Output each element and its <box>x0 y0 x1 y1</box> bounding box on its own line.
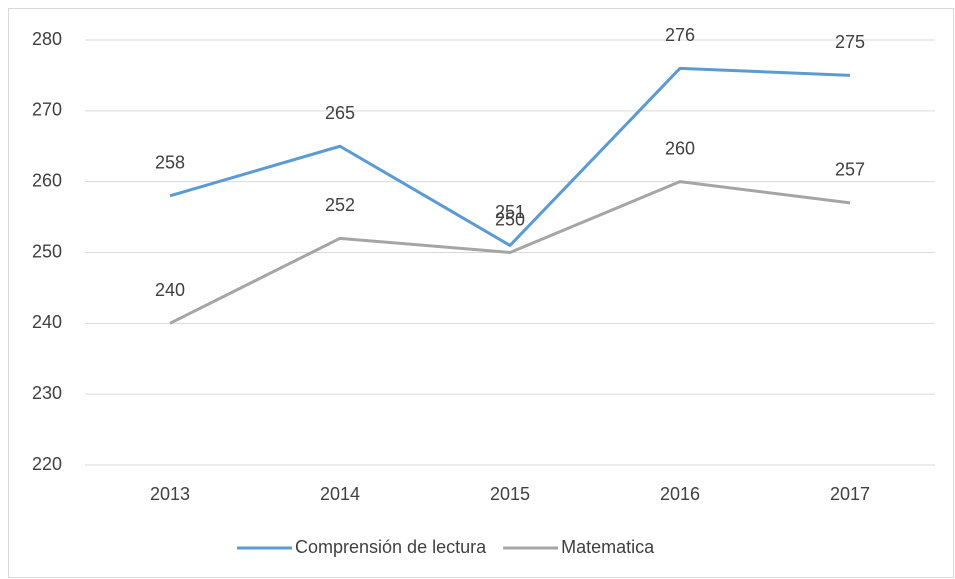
legend-label: Comprensión de lectura <box>295 537 487 557</box>
data-label: 250 <box>495 209 525 229</box>
legend-label: Matematica <box>561 537 655 557</box>
y-tick-label: 220 <box>32 454 62 474</box>
chart-border <box>8 8 954 578</box>
data-label: 265 <box>325 103 355 123</box>
data-label: 240 <box>155 280 185 300</box>
x-tick-label: 2016 <box>660 484 700 504</box>
y-tick-label: 260 <box>32 170 62 190</box>
y-tick-label: 250 <box>32 241 62 261</box>
data-label: 251 <box>495 202 525 222</box>
y-tick-label: 280 <box>32 29 62 49</box>
x-tick-label: 2017 <box>830 484 870 504</box>
data-label: 252 <box>325 195 355 215</box>
y-tick-label: 240 <box>32 312 62 332</box>
data-label: 260 <box>665 138 695 158</box>
data-label: 258 <box>155 153 185 173</box>
series-line <box>169 180 851 325</box>
x-tick-label: 2014 <box>320 484 360 504</box>
data-label: 275 <box>835 32 865 52</box>
y-tick-label: 230 <box>32 383 62 403</box>
data-label: 257 <box>835 160 865 180</box>
data-label: 276 <box>665 25 695 45</box>
x-tick-label: 2013 <box>150 484 190 504</box>
x-tick-label: 2015 <box>490 484 530 504</box>
y-tick-label: 270 <box>32 100 62 120</box>
series-line <box>169 66 851 247</box>
